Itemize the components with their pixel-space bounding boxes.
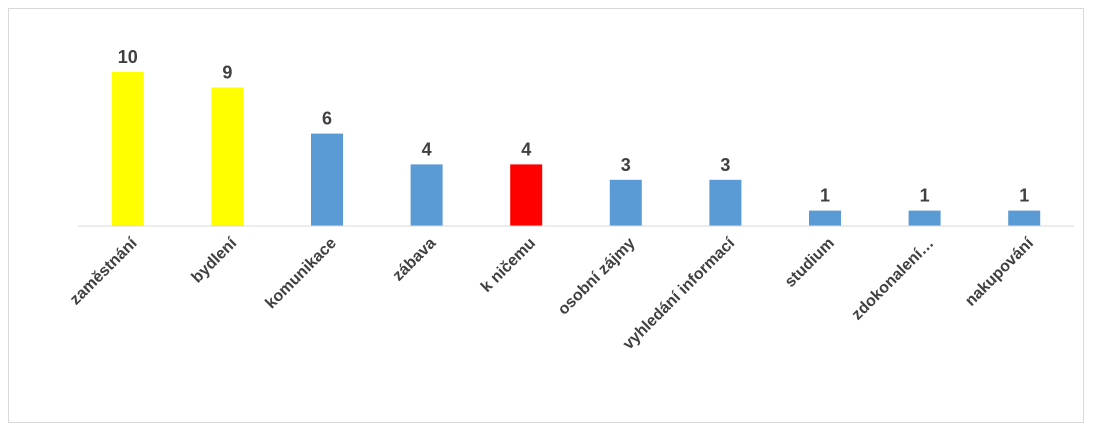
data-label: 4 [422, 139, 432, 159]
bars [111, 72, 1041, 227]
data-label: 6 [322, 109, 332, 129]
category-label: bydlení [189, 234, 241, 286]
bar [510, 164, 543, 226]
category-label: k ničemu [478, 235, 539, 296]
bar [809, 210, 841, 226]
category-labels: zaměstnání bydlení komunikace zábava k ničem… [67, 234, 1037, 353]
bar [609, 179, 642, 226]
bar [1008, 210, 1041, 226]
category-label: zaměstnání [67, 234, 141, 308]
category-label: nakupování [962, 234, 1037, 309]
bar [311, 133, 343, 226]
category-label: osobní zájmy [555, 235, 639, 319]
data-label: 1 [1019, 186, 1029, 206]
data-labels: 10 9 6 4 4 3 3 1 1 1 [118, 47, 1029, 206]
category-label: vyhledání informací [620, 234, 739, 353]
category-label: zábava [390, 235, 440, 285]
bar [211, 87, 244, 227]
data-label: 10 [118, 47, 138, 67]
category-label: zdokonalení… [849, 235, 938, 324]
bar [709, 179, 742, 226]
data-label: 4 [521, 139, 531, 159]
data-label: 1 [820, 186, 830, 206]
data-label: 1 [920, 186, 930, 206]
category-label: komunikace [262, 235, 339, 312]
category-label: studium [782, 235, 838, 291]
bar [410, 164, 443, 226]
bar [111, 72, 144, 226]
data-label: 9 [222, 62, 232, 82]
data-label: 3 [621, 155, 631, 175]
chart-area [8, 8, 1084, 423]
bar [908, 210, 941, 226]
data-label: 3 [720, 155, 730, 175]
